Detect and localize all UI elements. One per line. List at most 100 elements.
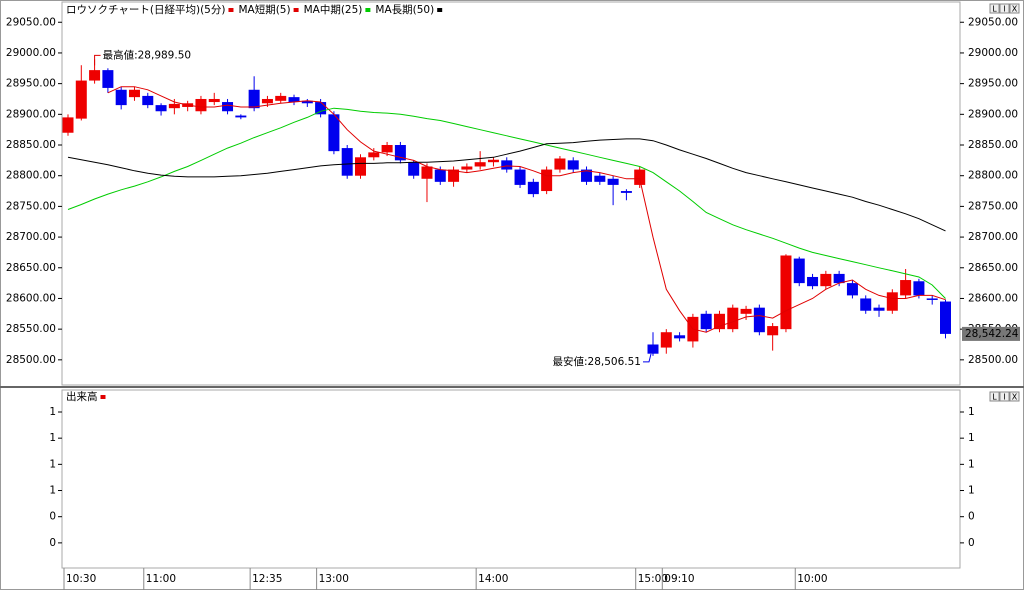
y-tick-label: 28500.00 — [6, 354, 56, 366]
candle-body — [474, 162, 486, 167]
candle-body — [381, 145, 393, 153]
candle-body — [581, 169, 593, 182]
annotation-arrow — [94, 54, 101, 66]
window-button[interactable] — [1009, 3, 1020, 14]
candle-body — [820, 273, 832, 287]
window-button[interactable] — [1009, 391, 1020, 402]
y-tick-label: 29050.00 — [968, 16, 1018, 28]
candle-body — [913, 281, 925, 296]
candle-body — [501, 160, 513, 170]
candle-body — [115, 89, 127, 106]
candle-body — [780, 255, 792, 330]
candle-body — [142, 95, 154, 106]
candle-body — [275, 95, 287, 101]
y-tick-label: 28650.00 — [6, 262, 56, 274]
price-plot — [61, 1, 961, 386]
window-button-label: I — [1003, 393, 1005, 402]
candle-body — [713, 313, 725, 330]
window-button[interactable] — [999, 3, 1010, 14]
x-tick-label: 10:00 — [797, 573, 827, 585]
legend-label: MA長期(50) — [375, 4, 434, 16]
y-tick-label: 1 — [49, 406, 56, 418]
y-tick-label: 29000.00 — [968, 47, 1018, 59]
candle-body — [660, 332, 672, 348]
ma-line — [67, 138, 946, 232]
y-tick-label: 28650.00 — [968, 262, 1018, 274]
y-tick-label: 28750.00 — [6, 200, 56, 212]
y-tick-label: 28900.00 — [968, 108, 1018, 120]
candle-body — [448, 169, 460, 182]
candle-body — [846, 283, 858, 296]
candle-body — [235, 115, 247, 118]
candle-body — [700, 313, 712, 330]
candle-body — [594, 175, 606, 182]
candle-body — [155, 105, 167, 112]
y-tick-label: 28600.00 — [968, 292, 1018, 304]
y-tick-label: 1 — [968, 432, 975, 444]
candle-body — [900, 280, 912, 296]
y-tick-label: 1 — [49, 458, 56, 470]
y-tick-label: 29000.00 — [6, 47, 56, 59]
y-tick-label: 28750.00 — [968, 200, 1018, 212]
window-button[interactable] — [989, 3, 1000, 14]
legend-swatch — [228, 8, 234, 12]
candle-body — [222, 102, 234, 112]
candle-body — [674, 335, 686, 339]
x-tick-label: 13:00 — [319, 573, 349, 585]
last-price-box — [962, 326, 1020, 341]
candle-body — [727, 307, 739, 330]
candle-body — [807, 276, 819, 287]
candle-body — [740, 308, 752, 314]
candle-body — [873, 307, 885, 311]
y-tick-label: 28950.00 — [968, 78, 1018, 90]
candle-body — [514, 169, 526, 185]
candle-body — [208, 98, 220, 103]
annotation-label: 最安値:28,506.51 — [553, 355, 641, 368]
candle-body — [461, 166, 473, 170]
candle-body — [89, 70, 101, 81]
candle-body — [261, 98, 273, 104]
legend-label: MA短期(5) — [238, 3, 290, 16]
y-tick-label: 0 — [49, 537, 56, 549]
y-tick-label: 0 — [968, 511, 975, 523]
window-button[interactable] — [989, 391, 1000, 402]
candle-body — [793, 258, 805, 284]
candle-body — [168, 103, 180, 109]
legend-label: 出来高 — [66, 390, 98, 403]
candle-body — [62, 117, 74, 133]
candle-body — [341, 148, 353, 176]
candle-body — [301, 100, 313, 104]
y-tick-label: 28800.00 — [968, 170, 1018, 182]
candle-body — [860, 298, 872, 311]
window-button-label: X — [1012, 5, 1018, 14]
x-tick-label: 11:00 — [146, 573, 176, 585]
candle-body — [421, 166, 433, 179]
candle-body — [315, 102, 327, 115]
legend-swatch — [293, 8, 299, 12]
window-button[interactable] — [999, 391, 1010, 402]
candle-body — [408, 162, 420, 176]
candle-body — [647, 344, 659, 354]
x-tick-label: 10:30 — [66, 573, 96, 585]
candle-body — [527, 181, 539, 195]
y-tick-label: 28550.00 — [6, 323, 56, 335]
y-tick-label: 28800.00 — [6, 170, 56, 182]
candle-body — [634, 169, 646, 185]
y-tick-label: 0 — [49, 511, 56, 523]
candle-body — [833, 273, 845, 284]
window-button-label: L — [992, 393, 997, 402]
y-tick-label: 28900.00 — [6, 108, 56, 120]
y-tick-label: 28850.00 — [968, 139, 1018, 151]
candle-body — [288, 97, 300, 103]
window-button-label: I — [1003, 5, 1005, 14]
candle-body — [554, 158, 566, 170]
volume-plot — [61, 389, 961, 569]
candle-body — [487, 159, 499, 163]
y-tick-label: 1 — [49, 485, 56, 497]
y-tick-label: 28600.00 — [6, 292, 56, 304]
x-tick-label: 12:35 — [252, 573, 282, 585]
legend-swatch — [100, 395, 106, 399]
last-price-label: 28,542.24 — [965, 328, 1019, 340]
candle-body — [195, 98, 207, 112]
